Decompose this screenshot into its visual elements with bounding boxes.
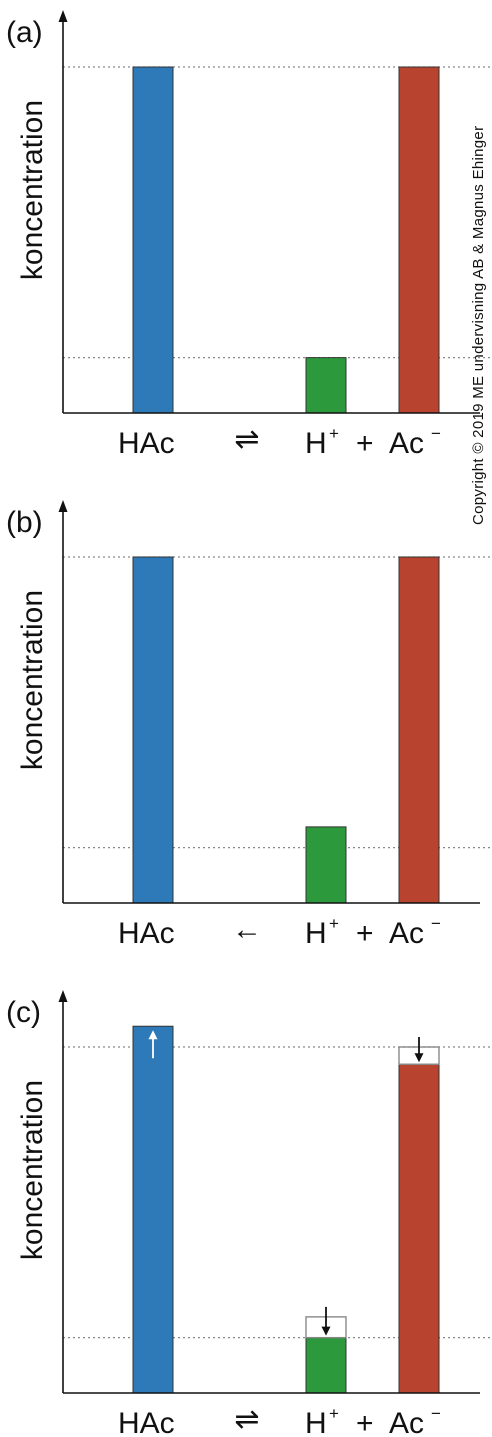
bar-h bbox=[305, 357, 347, 414]
bar-ac bbox=[398, 556, 440, 904]
charge-plus: + bbox=[329, 424, 339, 443]
panel-label: (c) bbox=[6, 996, 41, 1029]
category-label-hac: HAc bbox=[118, 1407, 175, 1437]
plus-sign: + bbox=[356, 427, 374, 460]
bar-hac bbox=[132, 66, 174, 414]
category-label-h: H bbox=[305, 1407, 327, 1437]
charge-minus: − bbox=[431, 1404, 441, 1423]
equilibrium-arrow-symbol: ⇌ bbox=[234, 423, 259, 456]
plus-sign: + bbox=[356, 1407, 374, 1437]
left-arrow-symbol: ← bbox=[232, 913, 262, 946]
y-axis-arrowhead bbox=[58, 990, 68, 1002]
change-arrow-head bbox=[148, 1030, 158, 1040]
charge-plus: + bbox=[329, 914, 339, 933]
y-axis-label: koncentration bbox=[16, 1080, 49, 1260]
category-label-h: H bbox=[305, 917, 327, 950]
panel-label: (b) bbox=[6, 506, 43, 539]
charge-minus: − bbox=[431, 914, 441, 933]
category-label-h: H bbox=[305, 427, 327, 460]
equilibrium-arrow-symbol: ⇌ bbox=[234, 1403, 259, 1436]
bar-ac bbox=[398, 66, 440, 414]
y-axis-label: koncentration bbox=[16, 590, 49, 770]
category-label-ac: Ac bbox=[389, 917, 424, 950]
y-axis-arrowhead bbox=[58, 500, 68, 512]
copyright-text: Copyright © 2019 ME undervisning AB & Ma… bbox=[470, 126, 487, 525]
category-label-hac: HAc bbox=[118, 427, 175, 460]
y-axis-arrowhead bbox=[58, 10, 68, 22]
bar-h bbox=[305, 1337, 347, 1394]
bar-hac bbox=[132, 1025, 174, 1394]
bar-hac bbox=[132, 556, 174, 904]
bar-h bbox=[305, 826, 347, 904]
category-label-ac: Ac bbox=[389, 1407, 424, 1437]
y-axis-label: koncentration bbox=[16, 100, 49, 280]
plus-sign: + bbox=[356, 917, 374, 950]
panel-label: (a) bbox=[6, 16, 43, 49]
charge-minus: − bbox=[431, 424, 441, 443]
charge-plus: + bbox=[329, 1404, 339, 1423]
change-arrow-head bbox=[321, 1326, 331, 1336]
category-label-hac: HAc bbox=[118, 917, 175, 950]
category-label-ac: Ac bbox=[389, 427, 424, 460]
bar-ac bbox=[398, 1063, 440, 1394]
change-arrow-head bbox=[414, 1053, 424, 1063]
